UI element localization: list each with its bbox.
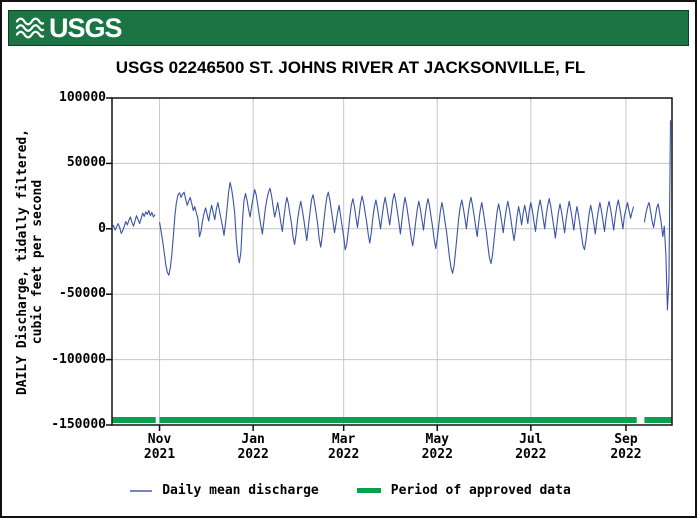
- y-axis-title-line1: DAILY Discharge, tidally filtered,: [15, 128, 30, 395]
- legend-item-daily-mean: Daily mean discharge: [130, 483, 319, 498]
- daily-mean-discharge-line: [159, 181, 635, 276]
- chart-legend: Daily mean discharge Period of approved …: [2, 483, 695, 498]
- plot-border: [111, 97, 673, 426]
- approved-swatch-icon: [356, 488, 381, 493]
- approved-period-bar: [644, 417, 672, 423]
- usgs-banner: USGS: [8, 10, 689, 46]
- line-swatch-icon: [130, 489, 153, 492]
- chart-title: USGS 02246500 ST. JOHNS RIVER AT JACKSON…: [115, 58, 586, 77]
- daily-mean-discharge-line: [111, 209, 156, 234]
- legend-label-approved: Period of approved data: [390, 483, 571, 498]
- approved-period-bar: [159, 417, 637, 423]
- legend-label-daily-mean: Daily mean discharge: [162, 483, 319, 498]
- usgs-waves-icon: [15, 17, 45, 39]
- y-axis-title-line2: cubic feet per second: [30, 179, 45, 344]
- y-axis-title: DAILY Discharge, tidally filtered, cubic…: [4, 98, 56, 425]
- usgs-logo-text: USGS: [49, 12, 123, 43]
- daily-mean-discharge-line: [643, 120, 672, 311]
- legend-item-approved: Period of approved data: [356, 483, 571, 498]
- approved-period-bar: [112, 417, 156, 423]
